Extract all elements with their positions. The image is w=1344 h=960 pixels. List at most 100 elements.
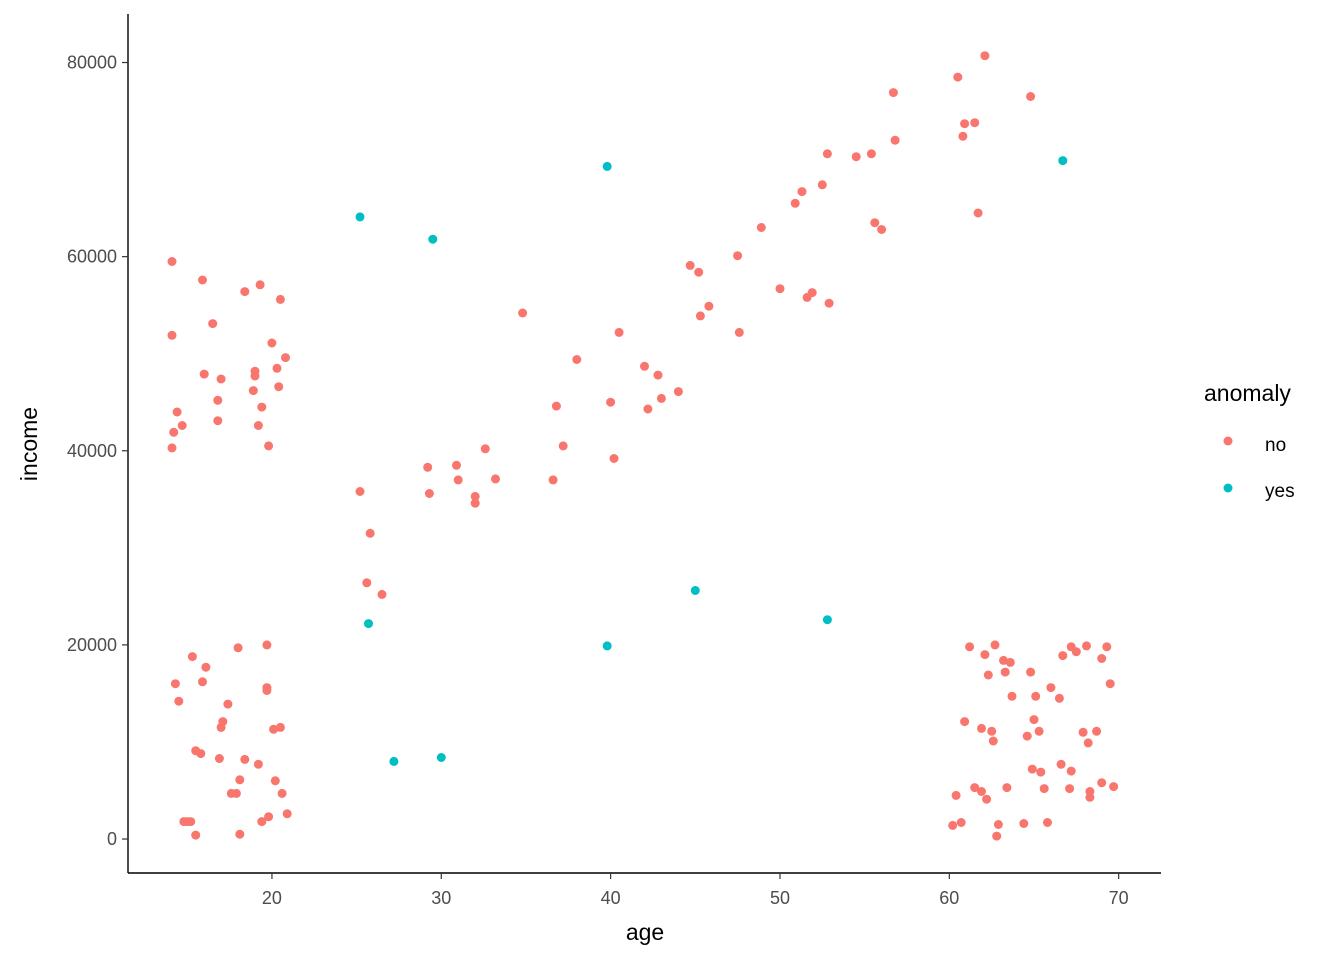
data-point-no [1082, 641, 1091, 651]
series-yes [355, 156, 1068, 766]
data-point-no [1019, 819, 1029, 828]
data-point-no [977, 787, 986, 796]
data-point-no [965, 642, 975, 652]
data-point-no [257, 817, 267, 827]
legend-key-no [1223, 436, 1233, 446]
data-point-no [977, 723, 986, 733]
data-point-no [253, 421, 263, 430]
data-point-no [982, 794, 992, 804]
data-point-no [551, 401, 561, 411]
data-point-no [264, 441, 274, 451]
data-point-no [1026, 667, 1036, 677]
data-point-no [424, 489, 434, 498]
data-point-no [470, 498, 480, 508]
data-point-no [1031, 691, 1041, 701]
data-point-no [423, 462, 433, 472]
data-point-no [890, 135, 900, 145]
data-point-no [1105, 679, 1115, 689]
data-point-no [1102, 642, 1112, 652]
data-point-no [216, 374, 226, 384]
data-point-no [167, 257, 177, 266]
data-point-no [1085, 787, 1095, 796]
data-point-no [262, 640, 272, 650]
data-point-no [275, 294, 285, 304]
data-point-no [960, 717, 970, 727]
data-point-no [1056, 759, 1066, 769]
data-point-yes [364, 619, 373, 629]
data-point-no [1058, 651, 1068, 661]
data-point-no [235, 775, 245, 785]
data-point-no [213, 416, 223, 426]
data-point-no [272, 363, 282, 373]
data-point-no [953, 72, 963, 82]
y-axis-title: income [16, 407, 42, 481]
data-point-no [174, 696, 184, 706]
data-point-no [1022, 731, 1032, 741]
data-point-no [264, 812, 274, 822]
data-point-no [355, 487, 365, 496]
legend-label-yes: yes [1265, 481, 1295, 502]
data-point-no [170, 679, 180, 689]
x-tick-label: 50 [770, 888, 790, 908]
data-point-no [248, 386, 258, 396]
data-point-no [673, 387, 683, 397]
data-point-no [480, 444, 490, 454]
data-point-no [987, 726, 997, 736]
data-point-no [695, 311, 705, 321]
y-tick-label: 80000 [67, 53, 117, 73]
data-point-no [186, 817, 196, 827]
data-point-no [558, 441, 568, 451]
data-point-no [377, 589, 387, 599]
y-tick-label: 0 [107, 829, 117, 849]
data-point-yes [428, 234, 438, 244]
data-point-no [1043, 818, 1052, 827]
data-point-no [990, 640, 1000, 650]
data-point-no [262, 686, 272, 695]
data-point-no [970, 118, 980, 128]
data-point-no [609, 454, 619, 463]
data-point-no [999, 655, 1008, 665]
data-point-no [1000, 667, 1010, 677]
data-point-no [198, 275, 207, 285]
data-point-no [191, 830, 201, 840]
data-point-no [1078, 727, 1088, 737]
x-axis-title: age [626, 919, 664, 945]
data-point-yes [436, 753, 446, 762]
data-point-no [888, 88, 898, 98]
data-point-no [1036, 767, 1046, 777]
data-point-no [572, 355, 582, 364]
data-point-no [1046, 683, 1056, 693]
data-point-no [548, 475, 558, 485]
data-point-no [756, 223, 766, 232]
legend-label-no: no [1265, 435, 1286, 456]
data-point-no [267, 338, 277, 348]
data-point-no [199, 369, 209, 379]
data-point-no [1034, 726, 1044, 736]
data-point-no [167, 330, 177, 340]
x-tick-label: 20 [262, 888, 282, 908]
data-point-no [704, 301, 714, 311]
data-point-no [822, 149, 832, 159]
data-point-no [281, 353, 290, 363]
data-point-no [198, 677, 207, 687]
data-point-no [1066, 766, 1076, 776]
data-point-no [167, 443, 177, 453]
data-point-no [983, 670, 993, 680]
x-tick-label: 60 [939, 888, 959, 908]
data-point-no [172, 407, 182, 417]
data-point-yes [602, 641, 612, 651]
data-point-no [877, 225, 887, 234]
data-point-no [1097, 654, 1107, 663]
data-point-no [694, 267, 704, 277]
data-point-no [775, 284, 785, 294]
data-point-no [250, 371, 260, 381]
data-point-yes [1058, 156, 1068, 166]
data-point-no [365, 528, 375, 538]
data-point-no [851, 152, 861, 162]
data-point-no [1027, 764, 1037, 774]
data-point-no [240, 754, 250, 764]
y-tick-label: 40000 [67, 441, 117, 461]
data-point-no [951, 790, 961, 800]
data-point-no [275, 722, 285, 732]
